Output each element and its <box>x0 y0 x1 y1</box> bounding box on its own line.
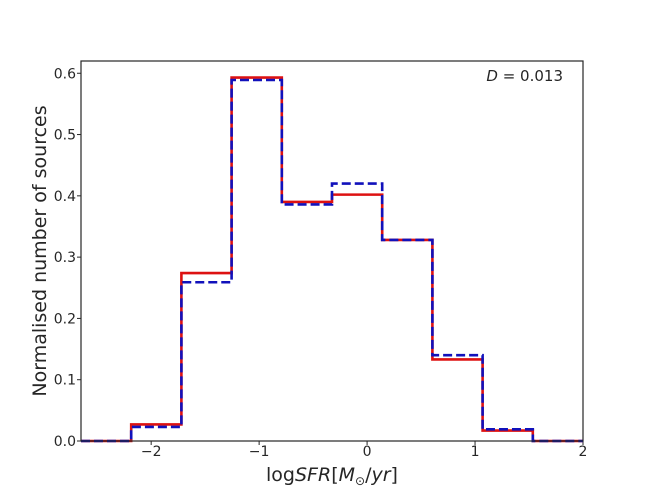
series-layer <box>81 76 583 443</box>
y-tick-label: 0.6 <box>54 66 76 82</box>
y-tick-label: 0.4 <box>54 189 76 205</box>
annotation-d-statistic: D = 0.013 <box>486 67 563 85</box>
y-tick-label: 0.1 <box>54 373 76 389</box>
y-tick-label: 0.2 <box>54 311 76 327</box>
plot-area <box>81 61 583 441</box>
x-tick-label: −1 <box>249 444 270 460</box>
y-tick-label: 0.3 <box>54 250 76 266</box>
series-dashed-step-line <box>81 78 583 443</box>
y-axis-label: Normalised number of sources <box>29 105 51 396</box>
x-tick-label: −2 <box>141 444 162 460</box>
y-tick-label: 0.0 <box>54 434 76 450</box>
x-tick-label: 0 <box>363 444 372 460</box>
x-tick-label: 1 <box>471 444 480 460</box>
plot-frame <box>80 60 584 442</box>
tick-layer: −2 −1 0 1 2 0.0 0.1 0.2 0.3 0.4 0.5 0.6 <box>54 66 588 460</box>
x-axis-label: logSFR[M⊙/yr] <box>266 464 398 488</box>
y-tick-label: 0.5 <box>54 128 76 144</box>
x-tick-label: 2 <box>579 444 588 460</box>
